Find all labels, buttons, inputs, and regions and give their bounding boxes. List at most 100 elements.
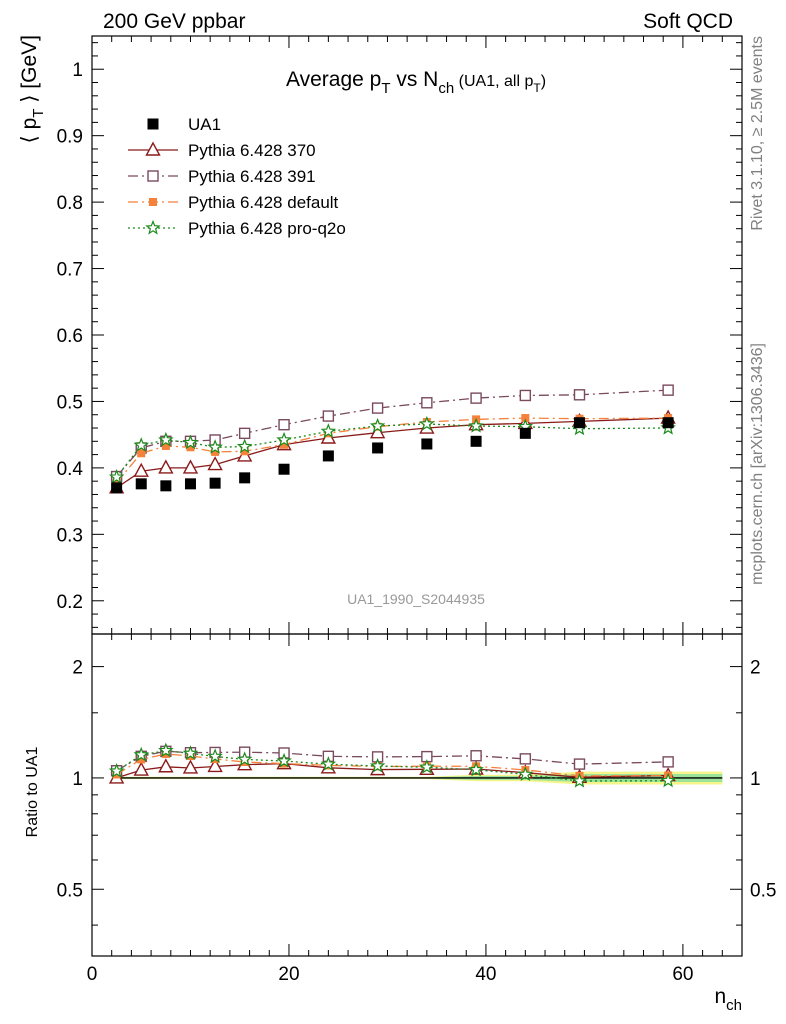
main-data-point [280, 440, 289, 449]
main-data-point-shape [135, 478, 147, 490]
main-y-tick-label: 0.2 [57, 592, 83, 613]
ratio-y-tick-label: 1 [72, 769, 83, 790]
ratio-data-point [207, 757, 223, 773]
main-data-point-shape [240, 447, 249, 456]
legend-item: Pythia 6.428 391 [128, 167, 316, 186]
x-tick-label: 40 [475, 964, 496, 985]
main-data-point-shape [133, 462, 149, 477]
ratio-series-line [116, 750, 669, 782]
main-data-point [236, 438, 253, 454]
x-axis-label: nch [714, 985, 742, 1014]
main-data-point [369, 424, 386, 439]
ratio-y-tick-label-right: 0.5 [750, 880, 776, 901]
ratio-series-3 [108, 742, 676, 788]
legend-item: Pythia 6.428 pro-q2o [128, 219, 346, 238]
main-data-point-shape [372, 442, 384, 454]
legend-label: UA1 [188, 115, 221, 134]
main-data-point [470, 392, 482, 404]
ratio-data-point [468, 761, 484, 777]
main-y-tick-label: 0.7 [57, 260, 83, 281]
main-series-line [116, 423, 669, 478]
legend-marker-shape [145, 219, 161, 235]
ratio-y-tick-label: 2 [72, 658, 83, 679]
main-data-point-shape [160, 480, 172, 492]
main-data-point-shape [111, 482, 123, 494]
ratio-y-axis-label: Ratio to UA1 [24, 747, 41, 838]
main-data-point [135, 478, 147, 490]
rivet-version-label: Rivet 3.1.10, ≥ 2.5M events [749, 36, 766, 231]
main-data-point [211, 447, 220, 456]
ratio-data-point-shape [320, 756, 337, 771]
legend-marker-shape [147, 118, 159, 130]
ratio-data-point-shape [662, 756, 674, 768]
main-data-point-shape [421, 438, 433, 450]
ratio-data-point [158, 742, 174, 758]
main-data-point-shape [280, 440, 289, 449]
main-y-tick-label: 0.6 [57, 326, 83, 347]
mcplots-credit-label: mcplots.cern.ch [arXiv:1306.3436] [749, 343, 766, 585]
main-data-point [276, 431, 292, 447]
main-data-point-shape [468, 417, 484, 433]
main-data-point [322, 450, 334, 462]
ratio-data-point [519, 753, 532, 765]
ratio-data-point [182, 745, 199, 761]
ratio-data-point [573, 758, 586, 770]
ratio-data-point [137, 755, 146, 764]
ratio-data-point-shape [158, 758, 174, 773]
main-y-ticks: 0.2 0.3 0.4 0.5 0.6 0.7 0.8 0.9 1 [57, 42, 742, 628]
main-data-point-shape [238, 427, 251, 440]
ratio-data-point-shape [419, 759, 435, 774]
main-data-point-shape [662, 384, 674, 396]
main-data-point-shape [158, 431, 174, 447]
main-data-point [372, 442, 384, 454]
ratio-data-point [419, 759, 435, 774]
legend-marker [147, 118, 159, 130]
main-data-point [240, 447, 249, 456]
main-data-point [207, 456, 223, 471]
main-data-point-shape [662, 417, 674, 429]
main-data-point [238, 427, 251, 440]
main-series-line [116, 417, 669, 483]
legend-label: Pythia 6.428 370 [188, 141, 316, 160]
main-data-point [371, 402, 384, 414]
legend-marker-shape [149, 198, 157, 206]
main-data-point [161, 441, 170, 450]
ratio-y-tick-label-right: 1 [750, 769, 761, 790]
x-tick-label: 20 [278, 964, 299, 985]
ratio-data-point-shape [133, 761, 149, 776]
main-data-point-shape [369, 424, 386, 439]
legend-marker [149, 198, 157, 206]
main-data-point [468, 417, 484, 433]
main-data-point [278, 419, 290, 431]
ratio-series-line [116, 750, 669, 772]
main-data-point-shape [137, 449, 146, 458]
x-axis-ticks: 0 20 40 60 [87, 36, 743, 985]
legend-marker [147, 170, 159, 182]
ratio-data-point [207, 748, 223, 764]
main-data-point [158, 459, 174, 474]
ratio-data-point [133, 746, 149, 762]
ratio-data-point-shape [468, 761, 484, 777]
legend-marker-shape [145, 141, 161, 156]
ratio-data-point-shape [137, 755, 146, 764]
ratio-data-point-shape [470, 750, 482, 762]
main-data-point [239, 472, 251, 484]
ratio-data-point [133, 761, 149, 776]
main-data-point [662, 417, 674, 429]
main-data-point-shape [573, 389, 586, 401]
main-data-point [519, 427, 531, 439]
main-data-point-shape [207, 439, 223, 454]
main-data-point-shape [421, 397, 433, 409]
legend: UA1 Pythia 6.428 370 Pythia 6.428 391 Pythi… [128, 115, 346, 238]
ratio-series-line [116, 753, 669, 777]
ratio-data-point-shape [158, 742, 174, 758]
ratio-data-point-shape [182, 759, 199, 774]
ratio-data-point [517, 766, 534, 782]
main-data-point-shape [133, 437, 149, 452]
main-data-point-shape [276, 431, 292, 447]
main-y-tick-label: 0.3 [57, 525, 83, 546]
main-data-point [133, 462, 149, 477]
main-data-point-shape [369, 417, 386, 433]
main-data-point [574, 417, 585, 429]
